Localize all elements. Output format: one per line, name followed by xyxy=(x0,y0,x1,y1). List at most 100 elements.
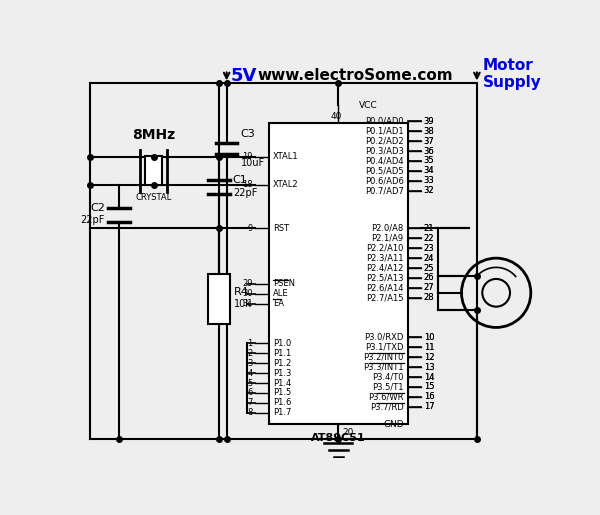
Text: 27: 27 xyxy=(424,283,434,293)
Text: 16: 16 xyxy=(424,392,434,401)
Text: 32: 32 xyxy=(424,186,434,195)
Text: 10k: 10k xyxy=(233,299,251,310)
Text: P0.6/AD6: P0.6/AD6 xyxy=(365,176,404,185)
Text: 7: 7 xyxy=(247,398,253,407)
Text: P0.7/AD7: P0.7/AD7 xyxy=(365,186,404,195)
Text: P3.7/RD: P3.7/RD xyxy=(370,402,404,411)
Text: P0.3/AD3: P0.3/AD3 xyxy=(365,147,404,156)
Text: 32: 32 xyxy=(424,186,434,195)
Text: 10: 10 xyxy=(424,333,434,342)
Text: 30: 30 xyxy=(242,289,253,298)
Text: 17: 17 xyxy=(424,402,434,411)
Text: P3.6/WR: P3.6/WR xyxy=(368,392,404,401)
Text: P1.4: P1.4 xyxy=(273,379,291,387)
Text: P1.6: P1.6 xyxy=(273,398,291,407)
Text: 12: 12 xyxy=(424,353,434,362)
Bar xyxy=(269,124,407,424)
Text: C1: C1 xyxy=(233,176,248,185)
Text: P2.5/A13: P2.5/A13 xyxy=(366,273,404,282)
Bar xyxy=(145,156,162,185)
Text: P1.5: P1.5 xyxy=(273,388,291,398)
Text: 13: 13 xyxy=(424,363,434,372)
Text: 22: 22 xyxy=(424,234,434,243)
Text: P1.0: P1.0 xyxy=(273,339,291,348)
Text: 3: 3 xyxy=(247,358,253,368)
Text: P1.2: P1.2 xyxy=(273,358,291,368)
Text: P0.2/AD2: P0.2/AD2 xyxy=(365,136,404,146)
Text: 17: 17 xyxy=(424,402,434,411)
Text: 10uF: 10uF xyxy=(241,158,265,168)
Text: P3.2/INT0: P3.2/INT0 xyxy=(364,353,404,362)
Text: P3.3/INT1: P3.3/INT1 xyxy=(363,363,404,372)
Text: 22: 22 xyxy=(424,234,434,243)
Text: P0.4/AD4: P0.4/AD4 xyxy=(365,157,404,165)
Text: P2.0/A8: P2.0/A8 xyxy=(371,224,404,233)
Text: P2.2/A10: P2.2/A10 xyxy=(367,244,404,253)
Text: P2.4/A12: P2.4/A12 xyxy=(367,264,404,272)
Text: P1.1: P1.1 xyxy=(273,349,291,358)
Text: 27: 27 xyxy=(424,283,434,293)
Text: C3: C3 xyxy=(241,129,255,139)
Text: P3.5/T1: P3.5/T1 xyxy=(372,383,404,391)
Text: P3.4/T0: P3.4/T0 xyxy=(372,372,404,382)
Text: GND: GND xyxy=(383,420,404,429)
Text: P3.1/TXD: P3.1/TXD xyxy=(365,343,404,352)
Text: www.electroSome.com: www.electroSome.com xyxy=(257,68,453,83)
Text: 25: 25 xyxy=(424,264,434,272)
Text: Motor
Supply: Motor Supply xyxy=(483,58,542,90)
Text: VCC: VCC xyxy=(359,101,378,110)
Text: 31: 31 xyxy=(242,299,253,308)
Text: 33: 33 xyxy=(424,176,434,185)
Text: 14: 14 xyxy=(424,372,434,382)
Text: 5V: 5V xyxy=(230,66,257,84)
Text: 20: 20 xyxy=(342,427,353,437)
Text: 24: 24 xyxy=(424,253,434,263)
Text: 1: 1 xyxy=(248,339,253,348)
Text: 9: 9 xyxy=(248,224,253,233)
Text: 36: 36 xyxy=(424,147,434,156)
Text: AT89C51: AT89C51 xyxy=(311,433,365,443)
Text: 24: 24 xyxy=(424,253,434,263)
Text: 37: 37 xyxy=(424,136,434,146)
Bar xyxy=(208,273,230,323)
Text: 11: 11 xyxy=(424,343,434,352)
Text: 39: 39 xyxy=(424,117,434,126)
Text: XTAL2: XTAL2 xyxy=(273,180,298,189)
Text: 10: 10 xyxy=(424,333,434,342)
Text: C2: C2 xyxy=(90,203,105,213)
Text: 35: 35 xyxy=(424,157,434,165)
Text: 34: 34 xyxy=(424,166,434,175)
Text: 18: 18 xyxy=(242,180,253,189)
Text: P2.6/A14: P2.6/A14 xyxy=(366,283,404,293)
Text: 38: 38 xyxy=(424,127,434,135)
Text: 28: 28 xyxy=(424,293,434,302)
Text: 14: 14 xyxy=(424,372,434,382)
Text: 35: 35 xyxy=(424,157,434,165)
Text: 36: 36 xyxy=(424,147,434,156)
Text: 8MHz: 8MHz xyxy=(132,128,175,142)
Text: 33: 33 xyxy=(424,176,434,185)
Text: R4: R4 xyxy=(233,287,248,297)
Text: 19: 19 xyxy=(242,152,253,162)
Text: 11: 11 xyxy=(424,343,434,352)
Text: 23: 23 xyxy=(424,244,434,253)
Text: RST: RST xyxy=(273,224,289,233)
Text: P2.3/A11: P2.3/A11 xyxy=(366,253,404,263)
Text: P3.0/RXD: P3.0/RXD xyxy=(364,333,404,342)
Text: 39: 39 xyxy=(424,117,434,126)
Text: 5: 5 xyxy=(248,379,253,387)
Text: P2.7/A15: P2.7/A15 xyxy=(366,293,404,302)
Text: 26: 26 xyxy=(424,273,434,282)
Text: 34: 34 xyxy=(424,166,434,175)
Text: 21: 21 xyxy=(424,224,434,233)
Text: P0.0/AD0: P0.0/AD0 xyxy=(365,117,404,126)
Text: 38: 38 xyxy=(424,127,434,135)
Text: 29: 29 xyxy=(242,279,253,288)
Text: ALE: ALE xyxy=(273,289,289,298)
Text: P1.3: P1.3 xyxy=(273,369,291,377)
Text: 23: 23 xyxy=(424,244,434,253)
Text: P2.1/A9: P2.1/A9 xyxy=(371,234,404,243)
Text: P0.5/AD5: P0.5/AD5 xyxy=(365,166,404,175)
Text: 13: 13 xyxy=(424,363,434,372)
Text: 15: 15 xyxy=(424,383,434,391)
